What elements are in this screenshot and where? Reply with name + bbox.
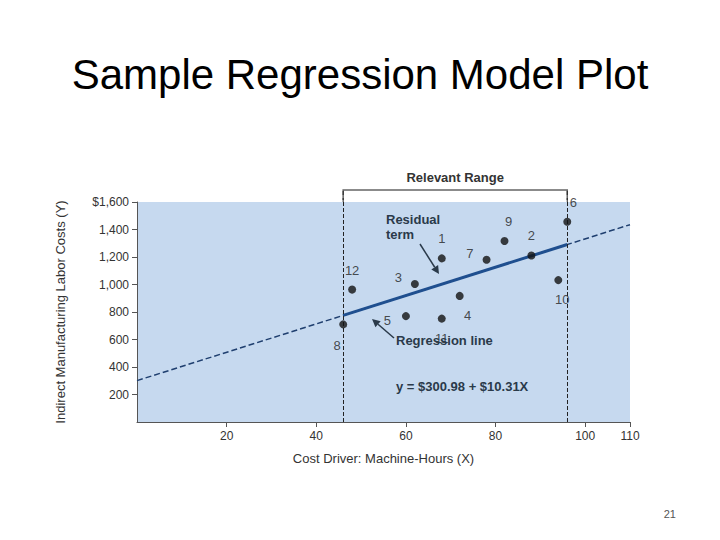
svg-text:7: 7 — [466, 246, 473, 261]
svg-text:3: 3 — [395, 270, 402, 285]
svg-text:400: 400 — [109, 360, 129, 374]
svg-text:1,400: 1,400 — [99, 223, 129, 237]
svg-text:40: 40 — [310, 429, 324, 443]
svg-text:9: 9 — [505, 214, 512, 229]
svg-text:200: 200 — [109, 388, 129, 402]
svg-text:1,200: 1,200 — [99, 250, 129, 264]
svg-text:y = $300.98 + $10.31X: y = $300.98 + $10.31X — [396, 379, 529, 394]
svg-text:60: 60 — [399, 429, 413, 443]
svg-text:10: 10 — [555, 292, 569, 307]
svg-text:600: 600 — [109, 333, 129, 347]
svg-text:800: 800 — [109, 305, 129, 319]
svg-text:20: 20 — [220, 429, 234, 443]
svg-text:110: 110 — [620, 429, 639, 443]
svg-text:Indirect Manufacturing Labor C: Indirect Manufacturing Labor Costs (Y) — [53, 200, 68, 423]
svg-text:Relevant Range: Relevant Range — [406, 170, 504, 185]
svg-text:Residual: Residual — [386, 212, 444, 227]
svg-text:Sample Regression Model Plot: Sample Regression Model Plot — [72, 51, 649, 98]
svg-text:12: 12 — [345, 263, 359, 278]
svg-text:5: 5 — [384, 313, 391, 328]
svg-text:8: 8 — [334, 338, 341, 353]
svg-text:6: 6 — [570, 195, 577, 210]
svg-text:21: 21 — [664, 508, 676, 520]
svg-text:1,000: 1,000 — [99, 278, 129, 292]
svg-text:100: 100 — [575, 429, 595, 443]
svg-text:4: 4 — [464, 308, 471, 323]
svg-text:Cost Driver: Machine-Hours (X): Cost Driver: Machine-Hours (X) — [293, 451, 474, 466]
svg-text:1: 1 — [438, 231, 445, 246]
svg-text:80: 80 — [489, 429, 503, 443]
svg-text:$1,600: $1,600 — [92, 195, 129, 209]
svg-text:2: 2 — [528, 228, 535, 243]
svg-text:term: term — [386, 227, 414, 242]
svg-text:Regression line: Regression line — [396, 333, 493, 348]
